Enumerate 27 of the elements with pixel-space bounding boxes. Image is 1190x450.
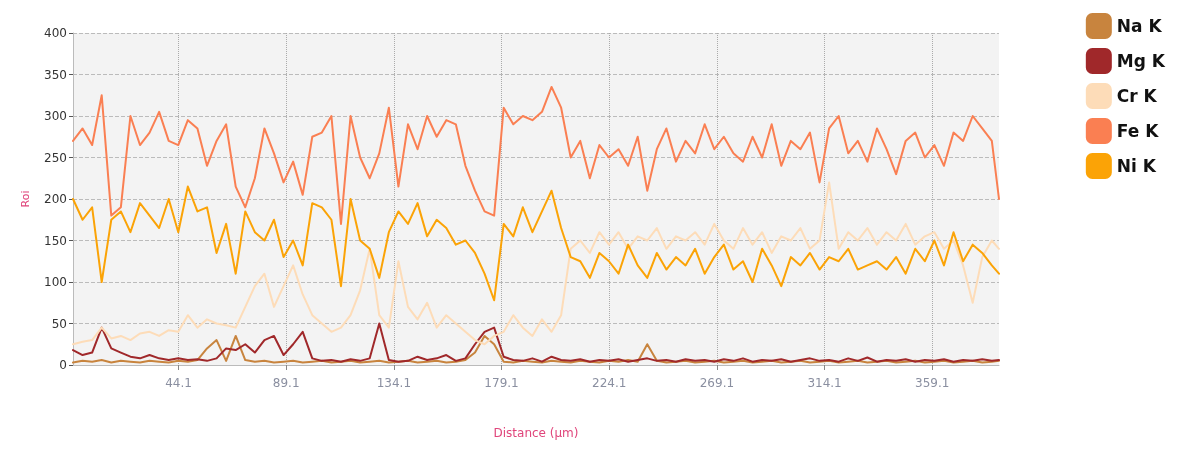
x-tick-label: 134.1 xyxy=(376,376,412,390)
x-axis-title: Distance (µm) xyxy=(493,426,579,440)
x-tick-label: 359.1 xyxy=(915,376,950,390)
x-tick-label: 89.1 xyxy=(272,376,300,390)
legend-label: Na K xyxy=(1116,16,1163,36)
legend-label: Ni K xyxy=(1116,156,1157,176)
y-tick-label: 400 xyxy=(44,26,67,40)
line-series xyxy=(72,85,1000,225)
x-tick-label: 44.1 xyxy=(165,376,192,390)
x-tick-label: 224.1 xyxy=(592,376,627,390)
y-tick-label: 50 xyxy=(51,316,67,331)
x-tick-label: 269.1 xyxy=(699,376,735,390)
legend-label: Fe K xyxy=(1116,121,1160,141)
y-tick-label: 200 xyxy=(44,192,67,206)
line-series xyxy=(72,181,1000,346)
x-tick-label: 314.1 xyxy=(807,376,842,390)
legend-label: Mg K xyxy=(1116,51,1166,71)
y-tick-label: 350 xyxy=(44,67,67,82)
legend-label: Cr K xyxy=(1116,86,1158,106)
line-series xyxy=(72,185,1000,302)
y-tick-label: 300 xyxy=(44,109,67,123)
x-tick-label: 179.1 xyxy=(484,376,519,390)
y-tick-label: 250 xyxy=(44,150,67,165)
y-tick-label: 150 xyxy=(44,233,67,248)
y-tick-label: 0 xyxy=(59,358,67,372)
y-tick-label: 100 xyxy=(44,275,67,289)
y-axis-title: Roi xyxy=(19,190,32,208)
